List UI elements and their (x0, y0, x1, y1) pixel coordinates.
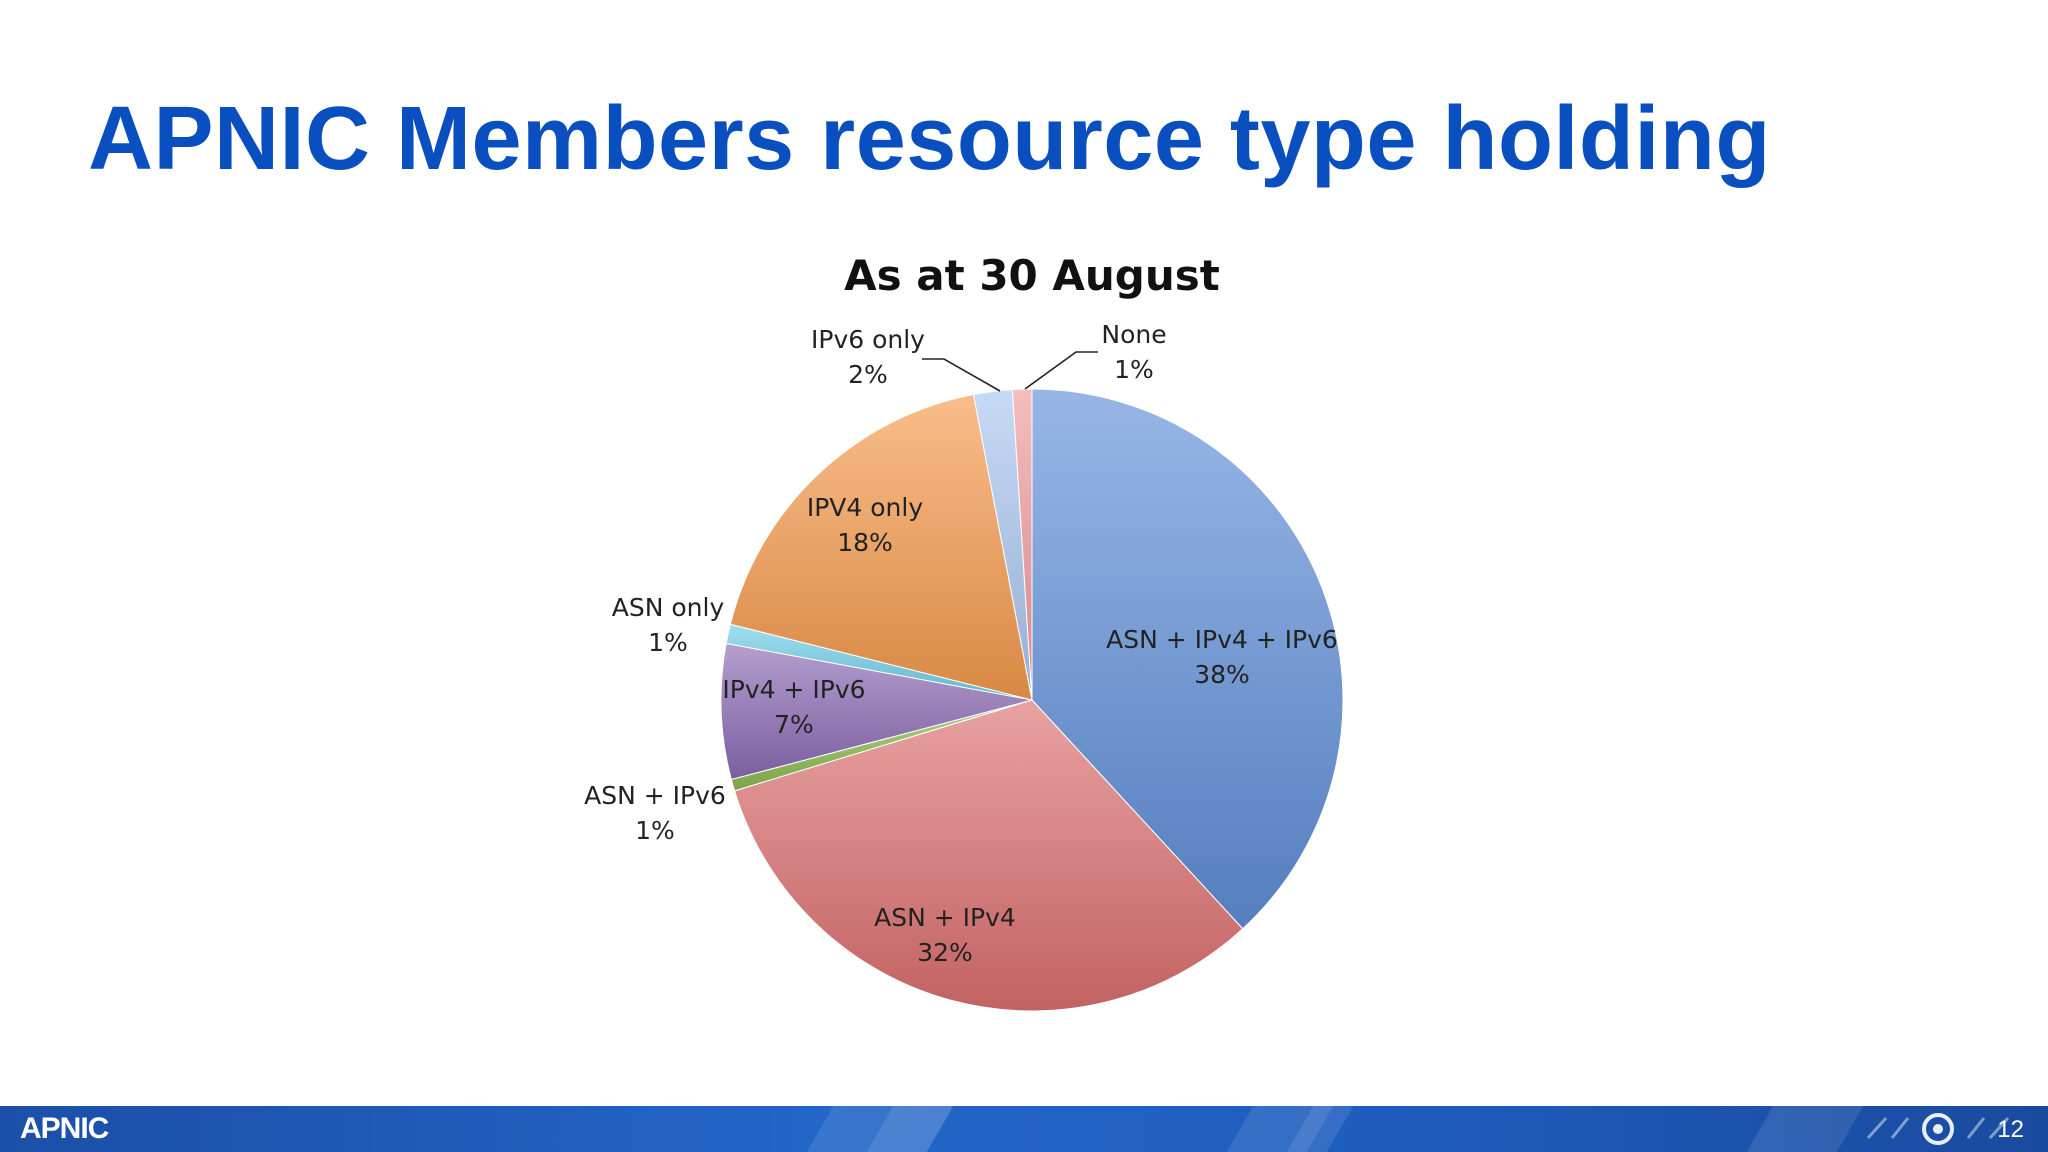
slice-label: ASN + IPv4 + IPv6 (1106, 625, 1338, 654)
slice-label: ASN + IPv6 (584, 781, 726, 810)
slice-percent-label: 2% (848, 360, 888, 389)
slice-label: ASN + IPv4 (874, 903, 1016, 932)
slice-percent-label: 38% (1194, 660, 1250, 689)
conference-logo-icon (1866, 1113, 2010, 1145)
slide-title: APNIC Members resource type holding (88, 89, 1771, 189)
slice-percent-label: 1% (648, 628, 688, 657)
slice-percent-label: 7% (774, 710, 814, 739)
pie-slice-none (1011, 388, 1033, 701)
page-number: 12 (1997, 1116, 2024, 1143)
slice-percent-label: 1% (635, 816, 675, 845)
leader-line (1024, 351, 1098, 390)
slice-label: None (1101, 320, 1166, 349)
apnic-logo: APNIC (20, 1112, 109, 1145)
pie-slice-ipv4-only (729, 393, 1033, 701)
slice-percent-label: 18% (837, 528, 893, 557)
pie-slice-ipv4-ipv6 (720, 642, 1033, 781)
pie-slice-asn-ipv4-ipv6 (1031, 388, 1344, 930)
chart-title: As at 30 August (844, 251, 1220, 300)
pie-slice-asn-ipv4 (733, 699, 1244, 1012)
slice-percent-label: 32% (917, 938, 973, 967)
slice-label: ASN only (612, 593, 725, 622)
leader-line (922, 358, 1001, 392)
slice-label: IPV4 only (807, 493, 923, 522)
slice-label: IPv6 only (811, 325, 925, 354)
slice-percent-label: 1% (1114, 355, 1154, 384)
slice-label: IPv4 + IPv6 (722, 675, 865, 704)
footer-bar: APNIC 12 (0, 1106, 2048, 1152)
